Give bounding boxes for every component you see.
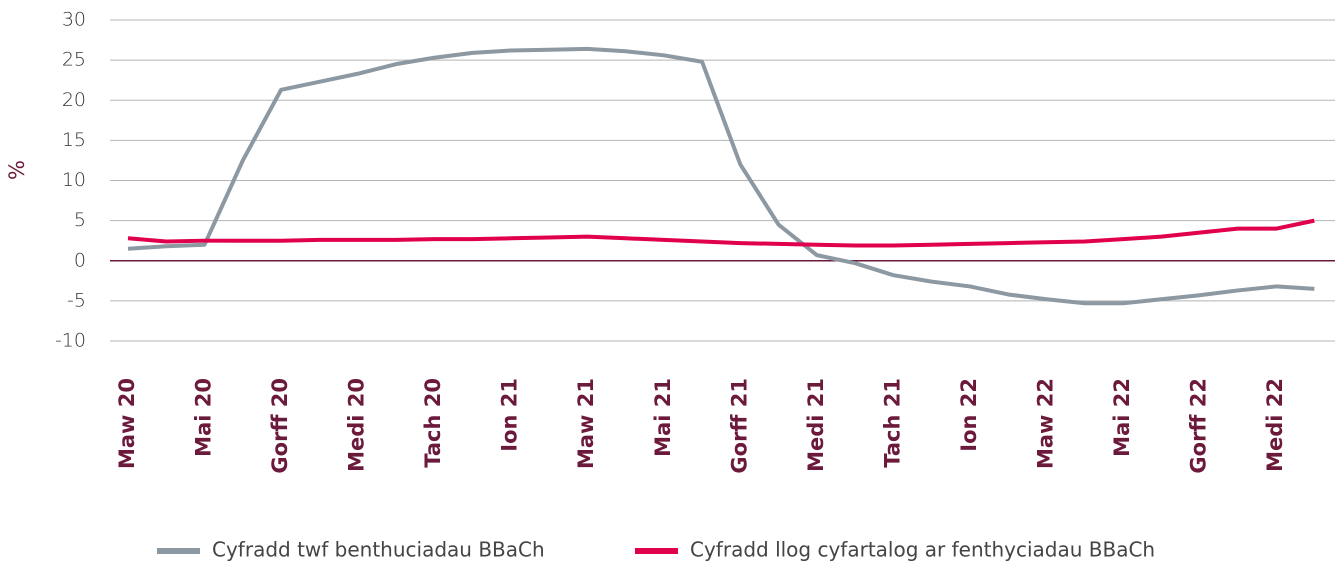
x-tick-label: Ion 22 — [957, 378, 981, 452]
x-tick-label: Medi 22 — [1263, 378, 1287, 472]
x-tick-label: Gorff 22 — [1187, 378, 1211, 474]
y-tick-label: 15 — [62, 129, 86, 151]
x-tick-label: Mai 22 — [1110, 378, 1134, 457]
x-tick-label: Medi 21 — [804, 378, 828, 472]
y-axis-label: % — [5, 160, 29, 180]
y-tick-label: 25 — [62, 49, 86, 71]
y-tick-label: 30 — [62, 9, 86, 31]
x-tick-label: Mai 20 — [192, 378, 216, 457]
x-tick-label: Maw 20 — [115, 378, 139, 469]
y-tick-label: -10 — [55, 330, 86, 352]
y-tick-label: 0 — [74, 249, 86, 271]
legend-label: Cyfradd llog cyfartalog ar fenthyciadau … — [690, 538, 1155, 562]
series-line — [127, 218, 1315, 248]
y-tick-label: 20 — [62, 89, 86, 111]
y-tick-label: 5 — [74, 209, 86, 231]
x-tick-label: Maw 21 — [574, 378, 598, 469]
y-tick-label: -5 — [67, 289, 86, 311]
x-tick-label: Tach 20 — [421, 378, 445, 468]
series-line — [127, 46, 1315, 306]
x-tick-label: Gorff 21 — [727, 378, 751, 474]
x-tick-label: Medi 20 — [345, 378, 369, 472]
legend-label: Cyfradd twf benthuciadau BBaCh — [212, 538, 545, 562]
x-tick-label: Maw 22 — [1033, 378, 1057, 469]
x-tick-label: Ion 21 — [498, 378, 522, 452]
x-tick-label: Tach 21 — [880, 378, 904, 468]
x-tick-label: Mai 21 — [651, 378, 675, 457]
x-tick-label: Gorff 20 — [268, 378, 292, 474]
y-tick-label: 10 — [62, 169, 86, 191]
